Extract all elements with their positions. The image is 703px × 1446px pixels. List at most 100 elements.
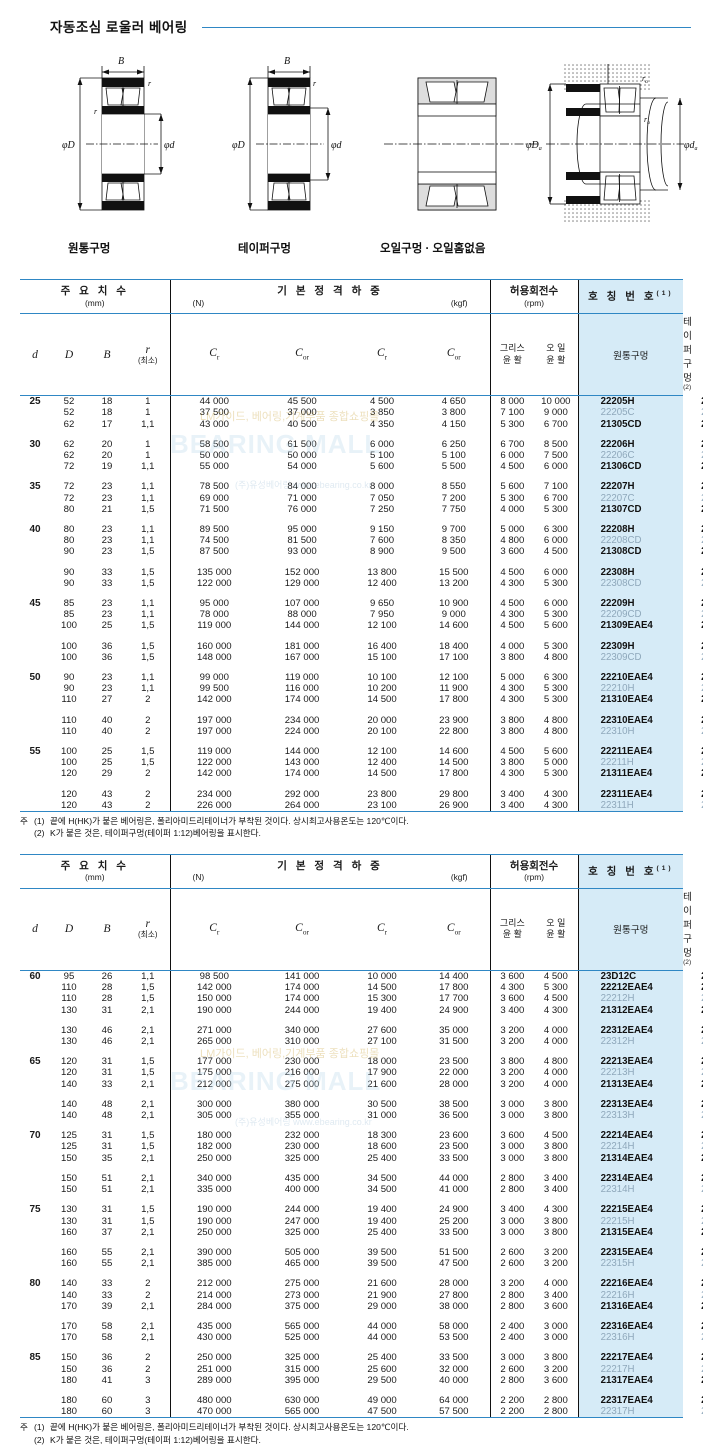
cell-designation-cylindrical[interactable]: 22310EAE4 — [577, 714, 684, 726]
table-row: 130 31 2,1 190 000 244 000 19 400 24 900 3 400 4… — [20, 1004, 703, 1016]
cell-designation-cylindrical[interactable]: 22211H — [577, 757, 684, 769]
cell-designation-cylindrical[interactable]: 22308H — [577, 566, 684, 578]
cell-width-B: 46 — [101, 1036, 113, 1048]
cell-cr-newton: 87 500 — [169, 546, 259, 558]
cell-designation-cylindrical[interactable]: 21312EAE4 — [577, 1004, 684, 1016]
cell-designation-cylindrical[interactable]: 21314EAE4 — [577, 1152, 684, 1164]
cell-designation-cylindrical[interactable]: 22314EAE4 — [577, 1172, 684, 1185]
cell-designation-cylindrical[interactable]: 22216H — [577, 1289, 684, 1301]
cell-designation-cylindrical[interactable]: 22313EAE4 — [577, 1098, 684, 1111]
cell-designation-cylindrical[interactable]: 22313H — [577, 1110, 684, 1122]
cell-designation-cylindrical[interactable]: 22205C — [577, 407, 684, 419]
cell-oil-speed: 3 800 — [543, 1352, 568, 1364]
cell-designation-cylindrical[interactable]: 22216EAE4 — [577, 1278, 684, 1290]
cell-designation-cylindrical[interactable]: 22209H — [577, 597, 684, 610]
cell-designation-cylindrical[interactable]: 22310H — [577, 725, 684, 737]
header-group-speed: 허용회전수 (rpm) — [489, 853, 579, 889]
cell-designation-cylindrical[interactable]: 22316H — [577, 1332, 684, 1344]
row-gap — [20, 557, 684, 567]
table-row: 40 80 23 1,1 89 500 95 000 9 150 9 700 5 000 6 30… — [20, 523, 703, 536]
cell-designation-cylindrical[interactable]: 22315H — [577, 1258, 684, 1270]
cell-designation-cylindrical[interactable]: 22317H — [577, 1406, 684, 1419]
cell-designation-cylindrical[interactable]: 23D12C — [577, 970, 684, 983]
figure-caption-oilhole: 오일구멍 · 오일홈없음 — [380, 243, 486, 255]
cell-designation-cylindrical[interactable]: 22206H — [577, 438, 684, 450]
cell-cr-newton: 175 000 — [169, 1067, 259, 1079]
cell-designation-cylindrical[interactable]: 22212EAE4 — [577, 982, 684, 994]
cell-designation-cylindrical[interactable]: 21306CD — [577, 461, 684, 473]
cell-designation-cylindrical[interactable]: 22312EAE4 — [577, 1024, 684, 1037]
cell-cor-newton: 181 000 — [284, 640, 320, 652]
figure-cylindrical-bore: B r r φD φd 원통구멍 — [40, 44, 220, 255]
header-group-load-ratings: 기 본 정 격 하 중 (N) (kgf) — [169, 279, 491, 314]
cell-cor-kgf: 7 200 — [441, 492, 466, 504]
cell-designation-cylindrical[interactable]: 22308CD — [577, 577, 684, 589]
table-row: 65 120 31 1,5 177 000 230 000 18 000 23 500 3 80… — [20, 1056, 703, 1068]
cell-designation-cylindrical[interactable]: 22208H — [577, 523, 684, 536]
table-row: 100 36 1,5 160 000 181 000 16 400 18 400 4 000 5… — [20, 640, 703, 652]
cell-designation-cylindrical[interactable]: 22206C — [577, 449, 684, 462]
cell-outer-D: 100 — [60, 651, 77, 663]
cell-oil-speed: 4 300 — [543, 1204, 568, 1216]
col-D: D — [50, 313, 88, 397]
cell-designation-cylindrical[interactable]: 21313EAE4 — [577, 1078, 684, 1090]
cell-designation-cylindrical[interactable]: 22309H — [577, 640, 684, 652]
cell-designation-cylindrical[interactable]: 21305CD — [577, 418, 684, 430]
cell-designation-cylindrical[interactable]: 21311EAE4 — [577, 768, 684, 780]
cell-bore-d: 55 — [29, 746, 41, 757]
cell-width-B: 23 — [101, 535, 113, 547]
cell-designation-cylindrical[interactable]: 21315EAE4 — [577, 1226, 684, 1238]
cell-width-B: 31 — [101, 1067, 113, 1079]
cell-designation-cylindrical[interactable]: 21316EAE4 — [577, 1300, 684, 1312]
cell-designation-cylindrical[interactable]: 22214EAE4 — [577, 1130, 684, 1142]
cell-grease-speed: 5 000 — [489, 523, 535, 536]
cell-designation-cylindrical[interactable]: 22214H — [577, 1141, 684, 1153]
cell-designation-cylindrical[interactable]: 22211EAE4 — [577, 746, 684, 758]
cell-designation-cylindrical[interactable]: 22217H — [577, 1363, 684, 1375]
cell-designation-cylindrical[interactable]: 22311H — [577, 799, 684, 813]
cell-width-B: 33 — [101, 1078, 113, 1090]
cell-designation-cylindrical[interactable]: 21317EAE4 — [577, 1374, 684, 1386]
cell-designation-cylindrical[interactable]: 22210EAE4 — [577, 671, 684, 684]
cell-designation-cylindrical[interactable]: 22212H — [577, 993, 684, 1005]
cell-designation-cylindrical[interactable]: 21308CD — [577, 546, 684, 558]
cell-grease-speed: 3 000 — [489, 1152, 535, 1164]
cell-width-B: 33 — [101, 1289, 113, 1301]
cell-oil-speed: 6 000 — [543, 566, 568, 578]
cell-designation-cylindrical[interactable]: 22316EAE4 — [577, 1320, 684, 1333]
cell-designation-cylindrical[interactable]: 22210H — [577, 683, 684, 695]
cell-designation-cylindrical[interactable]: 22207H — [577, 481, 684, 493]
cell-designation-cylindrical[interactable]: 22315EAE4 — [577, 1246, 684, 1259]
cell-designation-cylindrical[interactable]: 22314H — [577, 1184, 684, 1196]
cell-designation-cylindrical[interactable]: 22215H — [577, 1215, 684, 1227]
cell-designation-cylindrical[interactable]: 22213EAE4 — [577, 1056, 684, 1068]
cell-designation-cylindrical[interactable]: 22309CD — [577, 651, 684, 663]
cell-designation-cylindrical[interactable]: 21309EAE4 — [577, 620, 684, 632]
cell-bore-d — [20, 1375, 50, 1386]
cell-bore-d — [20, 1025, 50, 1036]
row-gap — [20, 705, 684, 715]
cell-designation-cylindrical[interactable]: 21307CD — [577, 503, 684, 515]
cell-oil-speed: 3 400 — [543, 1289, 568, 1301]
cell-cr-newton: 58 500 — [169, 438, 259, 450]
cell-designation-cylindrical[interactable]: 22312H — [577, 1036, 684, 1048]
cell-cr-newton: 37 500 — [169, 407, 259, 419]
cell-designation-cylindrical[interactable]: 21310EAE4 — [577, 694, 684, 706]
cell-radius-r: 1,1 — [141, 671, 155, 683]
cell-designation-cylindrical[interactable]: 22207C — [577, 492, 684, 504]
cell-designation-cylindrical[interactable]: 22215EAE4 — [577, 1204, 684, 1216]
cell-cr-kgf: 19 400 — [367, 1004, 397, 1016]
note-mark: 주 — [20, 816, 28, 827]
row-gap — [20, 1343, 684, 1353]
cell-designation-cylindrical[interactable]: 22217EAE4 — [577, 1352, 684, 1364]
cell-designation-cylindrical[interactable]: 22213H — [577, 1067, 684, 1079]
cell-bore-d — [20, 1247, 50, 1258]
cell-designation-cylindrical[interactable]: 22208CD — [577, 535, 684, 547]
cell-designation-cylindrical[interactable]: 22311EAE4 — [577, 788, 684, 800]
cell-cor-kgf: 14 600 — [439, 620, 469, 632]
cell-designation-cylindrical[interactable]: 22317EAE4 — [577, 1394, 684, 1407]
cell-outer-D: 72 — [63, 461, 75, 473]
cell-cr-newton: 150 000 — [169, 993, 259, 1005]
cell-designation-cylindrical[interactable]: 22209CD — [577, 609, 684, 621]
cell-designation-cylindrical[interactable]: 22205H — [577, 395, 684, 408]
